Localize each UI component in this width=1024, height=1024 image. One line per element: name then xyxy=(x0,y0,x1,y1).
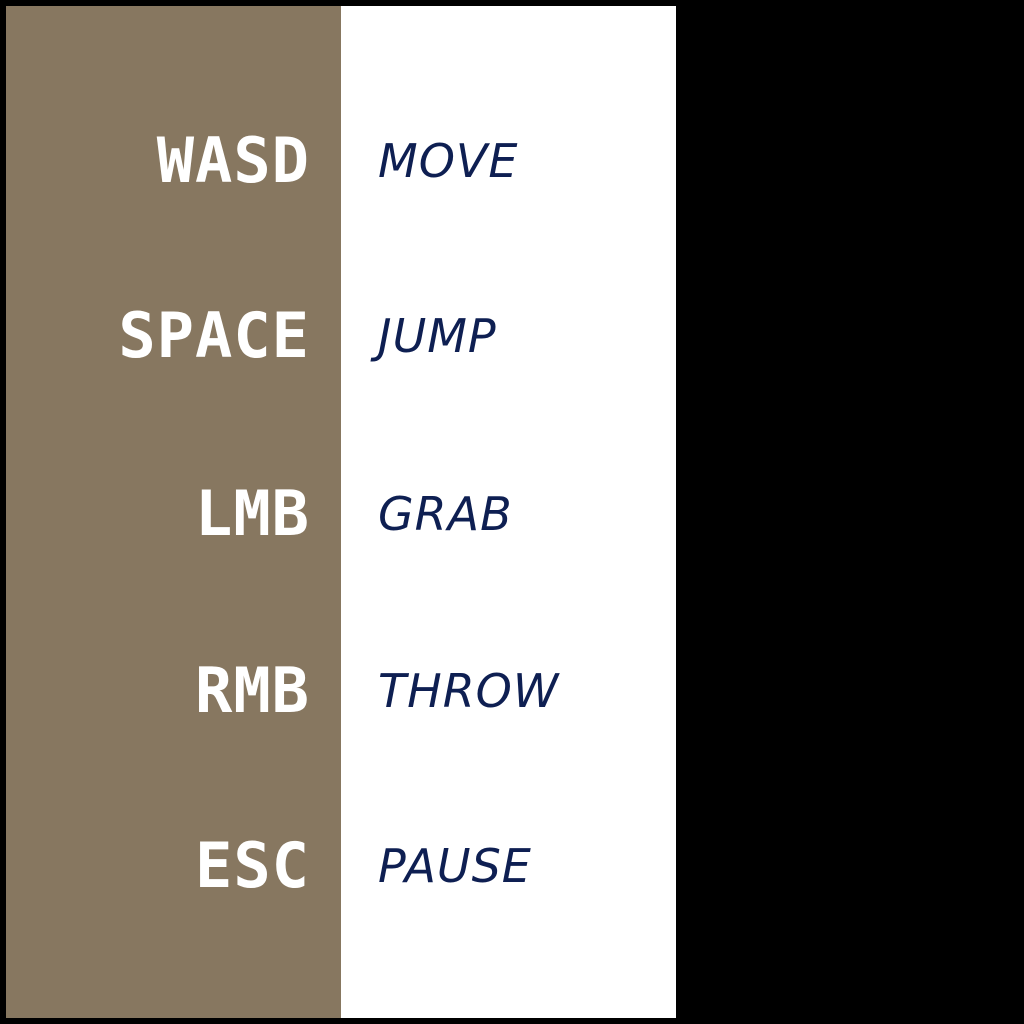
key-label-esc: ESC xyxy=(195,829,310,902)
control-row-throw: RMB THROW xyxy=(6,646,676,736)
control-row-jump: SPACE JUMP xyxy=(6,291,676,381)
key-label-space: SPACE xyxy=(118,299,310,372)
control-row-grab: LMB GRAB xyxy=(6,469,676,559)
keys-column xyxy=(6,6,341,1018)
controls-panel: WASD MOVE SPACE JUMP LMB GRAB RMB THROW … xyxy=(6,6,676,1018)
action-label-move: MOVE xyxy=(378,134,519,188)
control-row-pause: ESC PAUSE xyxy=(6,821,676,911)
action-label-grab: GRAB xyxy=(378,487,513,541)
key-label-wasd: WASD xyxy=(156,124,310,197)
action-label-pause: PAUSE xyxy=(378,839,532,893)
key-label-lmb: LMB xyxy=(195,477,310,550)
control-row-move: WASD MOVE xyxy=(6,116,676,206)
key-label-rmb: RMB xyxy=(195,654,310,727)
actions-column xyxy=(341,6,676,1018)
action-label-throw: THROW xyxy=(378,664,560,718)
action-label-jump: JUMP xyxy=(378,309,497,363)
